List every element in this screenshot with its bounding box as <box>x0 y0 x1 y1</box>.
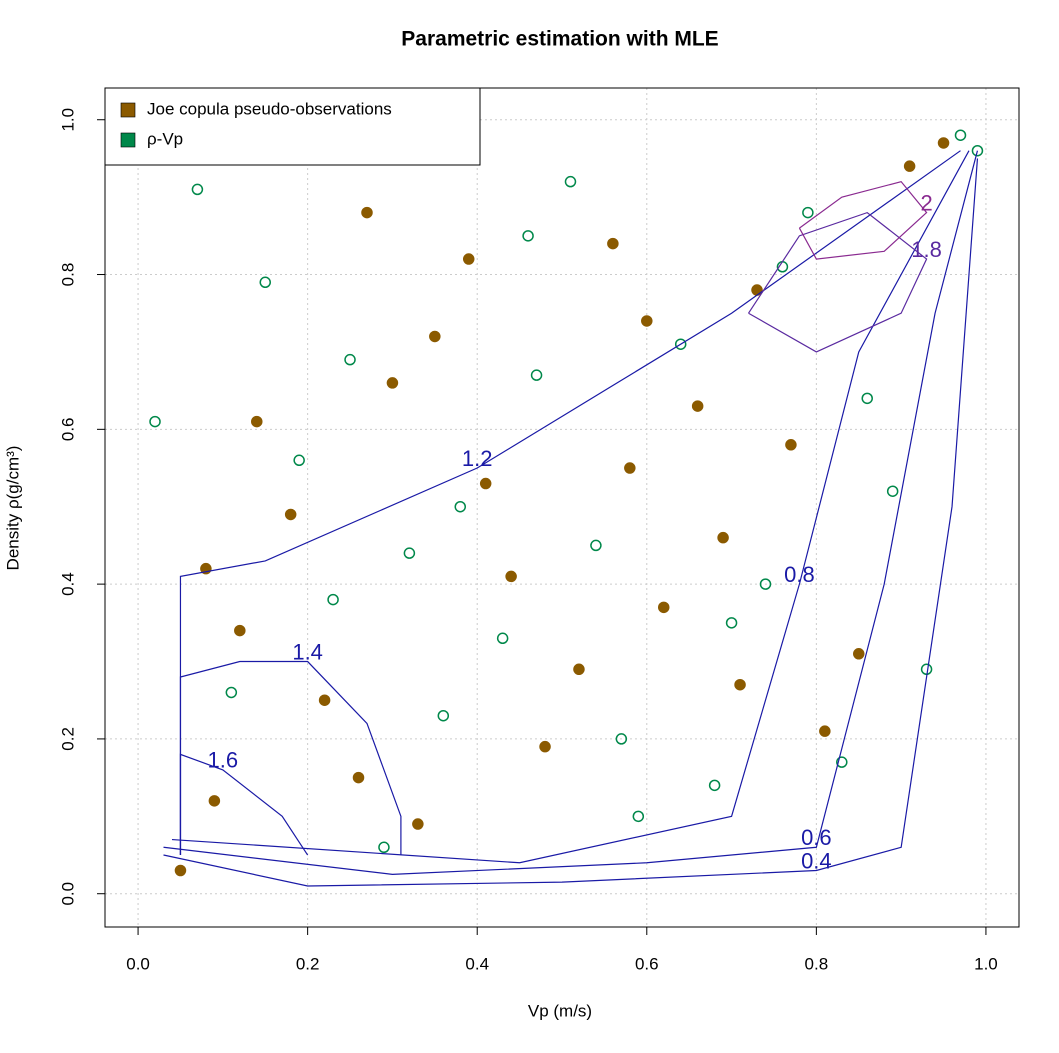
point <box>505 570 517 583</box>
point <box>886 485 899 497</box>
point <box>530 369 543 381</box>
point <box>853 648 865 660</box>
point <box>225 686 238 699</box>
contour-label: 1.4 <box>292 639 323 664</box>
point <box>573 663 585 676</box>
point <box>657 601 670 614</box>
point <box>522 230 534 242</box>
point <box>920 663 933 676</box>
point <box>496 632 509 645</box>
contour-line <box>163 150 979 875</box>
y-tick-label: 0.4 <box>58 572 77 596</box>
legend-label: ρ-Vp <box>147 129 183 148</box>
point <box>284 508 297 521</box>
point <box>954 129 967 141</box>
point <box>819 725 831 737</box>
y-axis-label: Density ρ(g/cm³) <box>3 446 22 571</box>
contour-label: 0.4 <box>801 848 832 873</box>
contour-label: 2 <box>920 190 932 215</box>
contour-line <box>179 660 402 856</box>
contour-line <box>748 211 928 353</box>
point <box>361 206 373 219</box>
point <box>717 531 729 544</box>
point <box>234 624 246 637</box>
point <box>344 353 356 366</box>
point <box>674 338 687 350</box>
point <box>861 392 873 405</box>
point <box>327 593 339 606</box>
x-tick-label: 0.2 <box>296 954 320 973</box>
point <box>429 330 441 343</box>
contour-label: 1.6 <box>208 748 239 773</box>
point <box>293 454 305 467</box>
contour-line <box>798 180 928 260</box>
x-tick-label: 0.6 <box>635 954 659 973</box>
point <box>725 617 738 629</box>
point <box>412 818 424 830</box>
point <box>937 137 950 149</box>
point <box>208 795 221 807</box>
point <box>590 539 602 552</box>
point <box>641 315 653 327</box>
point <box>607 237 619 250</box>
x-axis-label: Vp (m/s) <box>528 1001 592 1020</box>
point <box>624 462 636 474</box>
point <box>251 415 263 428</box>
point <box>802 206 814 219</box>
y-tick-label: 0.0 <box>58 882 77 906</box>
contour-line <box>171 150 970 864</box>
legend-swatch <box>120 102 136 118</box>
contour-line <box>179 150 961 856</box>
point <box>191 183 204 196</box>
point <box>378 841 390 854</box>
point <box>691 400 704 412</box>
y-tick-label: 0.2 <box>58 727 77 751</box>
point <box>971 144 984 157</box>
point <box>149 415 161 428</box>
point <box>615 733 628 745</box>
point <box>708 779 721 792</box>
point <box>479 477 492 490</box>
legend-label: Joe copula pseudo-observations <box>147 99 392 118</box>
point <box>174 864 187 877</box>
point <box>564 175 577 188</box>
point <box>539 740 551 753</box>
point <box>318 694 331 706</box>
point <box>352 771 365 784</box>
legend-swatch <box>120 132 136 148</box>
contour-label: 0.8 <box>784 562 815 587</box>
point <box>632 810 645 823</box>
contour-label: 0.6 <box>801 825 832 850</box>
y-tick-label: 0.8 <box>58 263 77 287</box>
contour-line <box>163 158 979 887</box>
point <box>759 578 772 590</box>
point <box>462 253 475 265</box>
point <box>751 284 763 296</box>
contour-label: 1.8 <box>911 237 942 262</box>
point <box>785 439 797 451</box>
x-tick-label: 1.0 <box>974 954 998 973</box>
x-tick-label: 0.8 <box>805 954 829 973</box>
x-tick-label: 0.0 <box>126 954 150 973</box>
chart-title: Parametric estimation with MLE <box>401 28 718 51</box>
point <box>734 678 746 691</box>
point <box>836 756 848 768</box>
point <box>454 500 467 513</box>
point <box>386 377 399 389</box>
point <box>403 547 416 559</box>
point <box>437 709 450 722</box>
legend-box <box>104 87 481 166</box>
point <box>903 160 916 172</box>
contour-line <box>179 753 309 856</box>
contour-label: 1.2 <box>462 446 493 471</box>
plot-frame <box>104 87 1020 928</box>
y-tick-label: 1.0 <box>58 108 77 132</box>
x-tick-label: 0.4 <box>465 954 489 973</box>
y-tick-label: 0.6 <box>58 418 77 442</box>
point <box>259 276 271 289</box>
legend: Joe copula pseudo-observations ρ-Vp <box>104 87 481 166</box>
